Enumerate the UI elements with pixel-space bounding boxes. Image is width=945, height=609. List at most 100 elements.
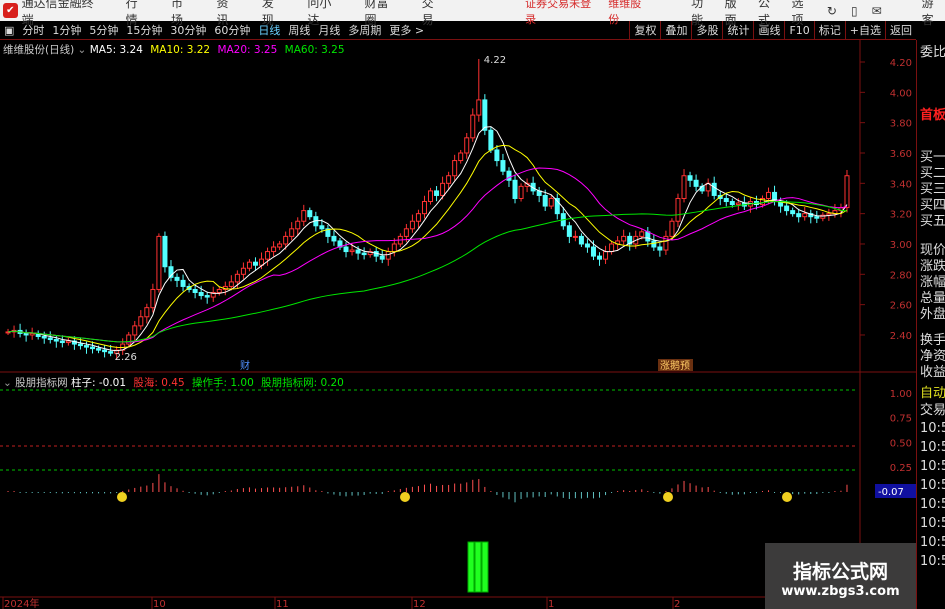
price-tick-label: 2.60 bbox=[890, 301, 912, 312]
user-label[interactable]: 游客 bbox=[921, 0, 934, 27]
menu-wenxiaoda[interactable]: 问小达 bbox=[307, 0, 332, 27]
indicator-tick-label: 0.25 bbox=[890, 463, 912, 474]
candle-body bbox=[168, 266, 174, 278]
candle-body bbox=[349, 249, 355, 253]
menu-xuanxiang[interactable]: 选项 bbox=[791, 0, 804, 27]
price-tick-label: 3.20 bbox=[890, 210, 912, 221]
quote-label: 首板 bbox=[920, 108, 945, 123]
candle-body bbox=[29, 332, 35, 336]
refresh-icon[interactable]: ↻ bbox=[826, 3, 837, 18]
quote-label: 10:53 bbox=[920, 497, 945, 512]
menu-gongneng[interactable]: 功能 bbox=[691, 0, 704, 27]
quote-label: 10:53 bbox=[920, 516, 945, 531]
menu-jiaoyi[interactable]: 交易 bbox=[421, 0, 434, 27]
phone-icon[interactable]: ▯ bbox=[850, 3, 858, 18]
btn-huaxian[interactable]: 画线 bbox=[753, 21, 784, 40]
current-value-box bbox=[875, 484, 916, 498]
candle-body bbox=[669, 220, 675, 237]
ma20-line bbox=[7, 167, 848, 343]
period-fenshi[interactable]: 分时 bbox=[22, 24, 45, 37]
candle-body bbox=[663, 235, 669, 251]
period-15min[interactable]: 15分钟 bbox=[126, 24, 163, 37]
smiley-icon bbox=[117, 492, 127, 502]
candle-body bbox=[150, 288, 156, 309]
period-weekly[interactable]: 周线 bbox=[288, 24, 311, 37]
collapse-icon[interactable]: ⌄ bbox=[3, 377, 12, 389]
period-more[interactable]: 更多 > bbox=[389, 24, 425, 37]
btn-fuquan[interactable]: 复权 bbox=[629, 21, 660, 40]
candle-body bbox=[597, 255, 603, 260]
candle-body bbox=[252, 261, 258, 266]
candle-body bbox=[210, 292, 216, 298]
period-30min[interactable]: 30分钟 bbox=[170, 24, 207, 37]
period-monthly[interactable]: 月线 bbox=[318, 24, 341, 37]
candle-body bbox=[500, 160, 506, 172]
menu-faxian[interactable]: 发现 bbox=[261, 0, 274, 27]
login-status[interactable]: 证券交易未登录 bbox=[525, 0, 592, 26]
mail-icon[interactable]: ✉ bbox=[871, 3, 882, 18]
candle-body bbox=[53, 339, 59, 342]
candle-body bbox=[603, 251, 609, 260]
candle-body bbox=[271, 246, 277, 253]
menu-shichang[interactable]: 市场 bbox=[171, 0, 184, 27]
candle-body bbox=[723, 197, 729, 203]
btn-biaoji[interactable]: 标记 bbox=[813, 21, 845, 40]
period-5min[interactable]: 5分钟 bbox=[89, 24, 119, 37]
quote-label: 买四 bbox=[920, 198, 945, 213]
menu-gongshi[interactable]: 公式 bbox=[758, 0, 771, 27]
period-multi[interactable]: 多周期 bbox=[348, 24, 382, 37]
candle-body bbox=[162, 235, 168, 268]
menu-hangqing[interactable]: 行情 bbox=[125, 0, 138, 27]
candle-body bbox=[41, 335, 47, 339]
quote-label: 买一 bbox=[920, 150, 945, 165]
price-tick-label: 4.20 bbox=[890, 58, 912, 69]
candle-body bbox=[687, 175, 693, 181]
candle-body bbox=[59, 340, 65, 344]
collapse-icon[interactable]: ⌄ bbox=[77, 44, 87, 56]
period-1min[interactable]: 1分钟 bbox=[52, 24, 82, 37]
quote-label: 委比 bbox=[920, 45, 945, 60]
candle-body bbox=[452, 160, 458, 177]
quote-label: 净资 bbox=[920, 349, 945, 364]
menu-bar: ✔ 通达信金融终端 行情 市场 资讯 发现 问小达 财富圈 交易 证券交易未登录… bbox=[0, 0, 945, 27]
signal-zhang: 涨鹅预 bbox=[660, 359, 690, 372]
candle-body bbox=[711, 182, 717, 196]
candle-body bbox=[488, 129, 494, 151]
quote-label: 收益 bbox=[920, 365, 945, 380]
candle-body bbox=[403, 228, 409, 237]
indicator-guhai: 股海: 0.45 bbox=[133, 377, 185, 389]
btn-zixuan[interactable]: +自选 bbox=[844, 21, 885, 40]
price-tick-label: 2.80 bbox=[890, 270, 912, 281]
candle-body bbox=[234, 273, 240, 283]
btn-diejia[interactable]: 叠加 bbox=[660, 21, 691, 40]
panel-toggle-icon[interactable]: ▣ bbox=[4, 23, 15, 37]
menu-zixun[interactable]: 资讯 bbox=[216, 0, 229, 27]
btn-fanhui[interactable]: 返回 bbox=[885, 21, 916, 40]
candle-body bbox=[325, 228, 331, 237]
ma10-line bbox=[7, 144, 848, 349]
signal-zhang-bg bbox=[658, 359, 693, 371]
menu-caifuquan[interactable]: 财富圈 bbox=[364, 0, 389, 27]
candle-body bbox=[802, 213, 808, 218]
candle-body bbox=[494, 149, 500, 162]
candle-body bbox=[542, 194, 548, 207]
kline-chart[interactable]: 4.20 4.00 3.80 3.60 3.40 3.20 3.00 2.80 2.60 2.40… bbox=[0, 0, 916, 609]
candle-body bbox=[512, 179, 518, 199]
candle-body bbox=[77, 343, 83, 347]
candle-body bbox=[367, 251, 373, 256]
indicator-gpzbw: 股朋指标网: 0.20 bbox=[261, 377, 344, 389]
btn-tongji[interactable]: 统计 bbox=[722, 21, 753, 40]
btn-duogu[interactable]: 多股 bbox=[691, 21, 722, 40]
watermark-url: www.zbgs3.com bbox=[781, 584, 900, 599]
btn-f10[interactable]: F10 bbox=[784, 21, 813, 40]
candle-body bbox=[645, 231, 651, 242]
period-daily[interactable]: 日线 bbox=[258, 24, 281, 37]
candle-body bbox=[506, 170, 512, 181]
menu-banmian[interactable]: 版面 bbox=[724, 0, 737, 27]
signal-bar bbox=[467, 541, 475, 593]
smiley-icon bbox=[782, 492, 792, 502]
candle-body bbox=[265, 251, 271, 260]
ma5-line bbox=[7, 126, 848, 352]
candle-body bbox=[385, 251, 391, 260]
period-60min[interactable]: 60分钟 bbox=[214, 24, 251, 37]
